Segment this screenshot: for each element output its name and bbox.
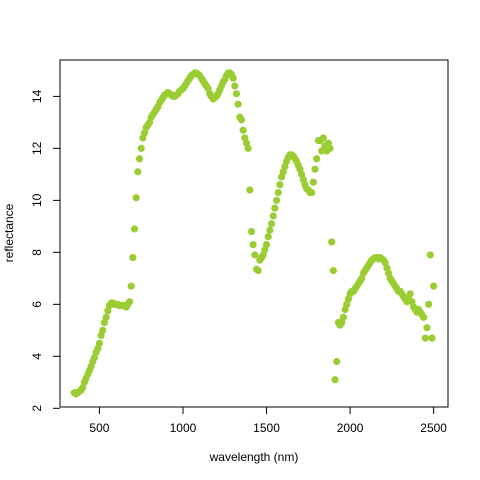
point [244, 144, 252, 152]
point [102, 313, 110, 321]
x-tick-label: 2000 [337, 421, 364, 435]
point [309, 178, 317, 186]
x-tick-label: 1500 [253, 421, 280, 435]
point [271, 204, 279, 212]
x-tick-label: 500 [89, 421, 109, 435]
point [254, 266, 262, 275]
y-tick-label: 2 [30, 405, 44, 412]
point [274, 188, 282, 197]
point [239, 126, 247, 134]
y-tick-label: 8 [30, 249, 44, 256]
point [308, 188, 316, 197]
point [232, 90, 241, 98]
point [132, 194, 140, 202]
point [420, 313, 428, 321]
point [246, 186, 254, 194]
point [331, 376, 339, 384]
point [276, 181, 284, 189]
point [130, 225, 139, 233]
point [231, 82, 239, 90]
point [423, 324, 431, 332]
point [129, 253, 137, 262]
point [266, 226, 274, 234]
point [134, 168, 142, 176]
point [426, 251, 434, 259]
y-tick-label: 4 [30, 353, 44, 360]
point [339, 313, 347, 321]
point [328, 238, 336, 246]
point [269, 212, 277, 220]
point [421, 334, 429, 342]
point [135, 155, 144, 163]
point [272, 196, 281, 204]
x-tick-label: 1000 [170, 421, 197, 435]
point [311, 165, 319, 173]
point [329, 266, 337, 275]
point [430, 282, 438, 290]
point [319, 134, 327, 142]
y-tick-label: 10 [30, 193, 44, 207]
point [425, 300, 433, 308]
point [249, 240, 257, 249]
plot-box [59, 59, 449, 408]
point [333, 357, 341, 366]
y-tick-label: 14 [30, 89, 44, 103]
point [137, 144, 145, 152]
point [313, 155, 321, 163]
point [251, 251, 259, 259]
point [234, 100, 242, 108]
x-axis-label: wavelength (nm) [209, 450, 299, 464]
point [318, 147, 326, 155]
point [428, 334, 436, 342]
point [125, 298, 134, 306]
point [99, 326, 107, 334]
point [247, 227, 256, 236]
point [127, 282, 135, 290]
point [406, 290, 414, 298]
y-tick-label: 12 [30, 141, 44, 155]
y-tick-label: 6 [30, 301, 44, 308]
point [264, 233, 272, 241]
x-tick-label: 2500 [420, 421, 447, 435]
point [262, 240, 271, 249]
point [237, 116, 246, 124]
point [326, 144, 334, 152]
point [229, 74, 237, 82]
point [95, 339, 104, 347]
y-axis-label: reflectance [2, 203, 16, 262]
point [267, 220, 276, 228]
